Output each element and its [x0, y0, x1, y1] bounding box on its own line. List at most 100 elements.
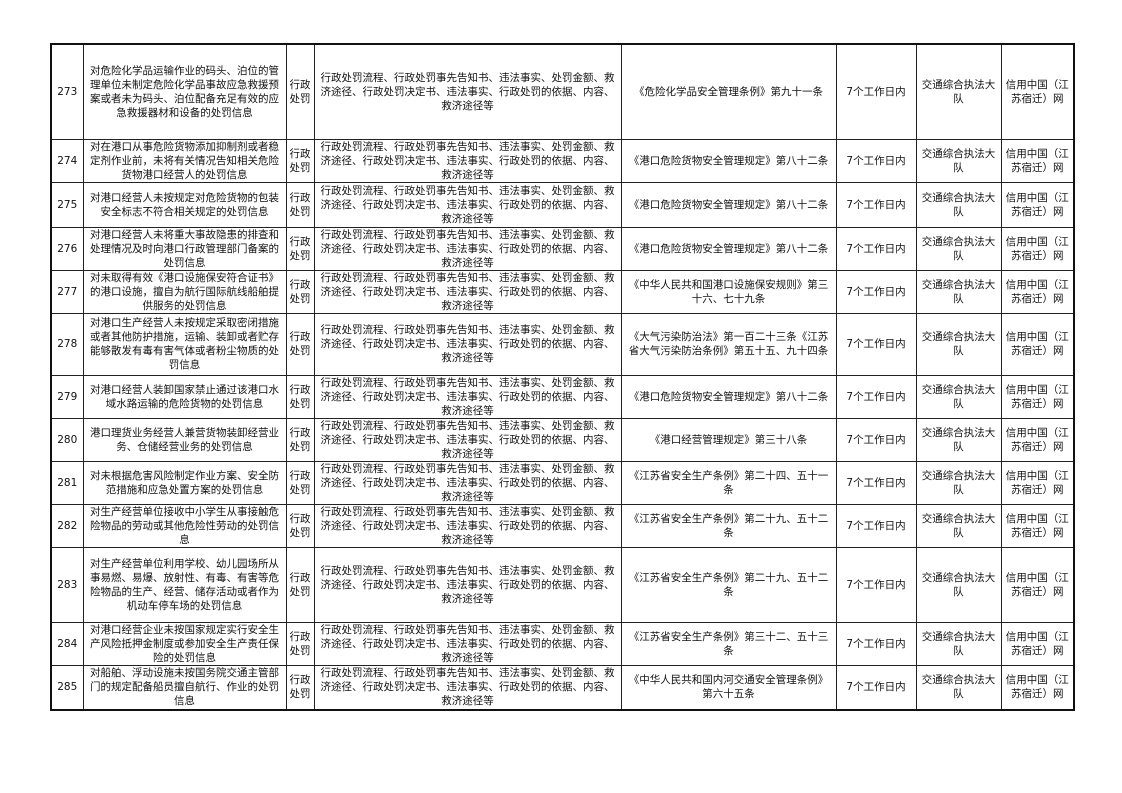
publication-channel: 信用中国（江苏宿迁）网 [1000, 417, 1075, 462]
row-number: 279 [50, 374, 84, 419]
disclosure-content: 行政处罚流程、行政处罚事先告知书、违法事实、处罚金额、救济途径、行政处罚决定书、… [313, 664, 622, 711]
row-number: 275 [50, 181, 84, 228]
disclosure-content: 行政处罚流程、行政处罚事先告知书、违法事实、处罚金额、救济途径、行政处罚决定书、… [313, 43, 622, 140]
legal-basis: 《港口危险货物安全管理规定》第八十二条 [620, 138, 837, 183]
penalty-type: 行政处罚 [285, 374, 315, 419]
item-description: 对港口经营人未按规定对危险货物的包装安全标志不符合相关规定的处罚信息 [82, 181, 287, 228]
legal-basis: 《港口危险货物安全管理规定》第八十二条 [620, 226, 837, 271]
penalty-type: 行政处罚 [285, 546, 315, 623]
row-number: 273 [50, 43, 84, 140]
time-limit: 7个工作日内 [835, 181, 917, 228]
row-number: 282 [50, 503, 84, 548]
table-row: 279 对港口经营人装卸国家禁止通过该港口水域水路运输的危险货物的处罚信息 行政处罚… [50, 374, 1075, 419]
disclosure-content: 行政处罚流程、行政处罚事先告知书、违法事实、处罚金额、救济途径、行政处罚决定书、… [313, 621, 622, 666]
table-row: 285 对船舶、浮动设施未按国务院交通主管部门的规定配备船员擅自航行、作业的处罚信… [50, 664, 1075, 711]
item-description: 对未取得有效《港口设施保安符合证书》的港口设施，擅自为航行国际航线船舶提供服务的… [82, 269, 287, 314]
penalty-type: 行政处罚 [285, 312, 315, 376]
table-row: 275 对港口经营人未按规定对危险货物的包装安全标志不符合相关规定的处罚信息 行政处… [50, 181, 1075, 228]
responsible-department: 交通综合执法大队 [915, 460, 1002, 505]
publication-channel: 信用中国（江苏宿迁）网 [1000, 181, 1075, 228]
row-number: 284 [50, 621, 84, 666]
publication-channel: 信用中国（江苏宿迁）网 [1000, 312, 1075, 376]
time-limit: 7个工作日内 [835, 138, 917, 183]
responsible-department: 交通综合执法大队 [915, 621, 1002, 666]
time-limit: 7个工作日内 [835, 269, 917, 314]
item-description: 对港口经营人装卸国家禁止通过该港口水域水路运输的危险货物的处罚信息 [82, 374, 287, 419]
time-limit: 7个工作日内 [835, 374, 917, 419]
legal-basis: 《江苏省安全生产条例》第二十九、五十二条 [620, 503, 837, 548]
row-number: 278 [50, 312, 84, 376]
responsible-department: 交通综合执法大队 [915, 417, 1002, 462]
responsible-department: 交通综合执法大队 [915, 546, 1002, 623]
legal-basis: 《中华人民共和国内河交通安全管理条例》第六十五条 [620, 664, 837, 711]
publication-channel: 信用中国（江苏宿迁）网 [1000, 503, 1075, 548]
disclosure-content: 行政处罚流程、行政处罚事先告知书、违法事实、处罚金额、救济途径、行政处罚决定书、… [313, 226, 622, 271]
responsible-department: 交通综合执法大队 [915, 503, 1002, 548]
responsible-department: 交通综合执法大队 [915, 181, 1002, 228]
publication-channel: 信用中国（江苏宿迁）网 [1000, 621, 1075, 666]
item-description: 对港口经营企业未按国家规定实行安全生产风险抵押金制度或参加安全生产责任保险的处罚… [82, 621, 287, 666]
publication-channel: 信用中国（江苏宿迁）网 [1000, 460, 1075, 505]
row-number: 276 [50, 226, 84, 271]
publication-channel: 信用中国（江苏宿迁）网 [1000, 226, 1075, 271]
legal-basis: 《江苏省安全生产条例》第三十二、五十三条 [620, 621, 837, 666]
penalty-type: 行政处罚 [285, 621, 315, 666]
table-row: 280 港口理货业务经营人兼营货物装卸经营业务、仓储经营业务的处罚信息 行政处罚 行政… [50, 417, 1075, 462]
disclosure-content: 行政处罚流程、行政处罚事先告知书、违法事实、处罚金额、救济途径、行政处罚决定书、… [313, 312, 622, 376]
table-row: 284 对港口经营企业未按国家规定实行安全生产风险抵押金制度或参加安全生产责任保险… [50, 621, 1075, 666]
item-description: 对在港口从事危险货物添加抑制剂或者稳定剂作业前，未将有关情况告知相关危险货物港口… [82, 138, 287, 183]
time-limit: 7个工作日内 [835, 226, 917, 271]
table-row: 273 对危险化学品运输作业的码头、泊位的管理单位未制定危险化学品事故应急救援预案… [50, 43, 1075, 140]
publication-channel: 信用中国（江苏宿迁）网 [1000, 138, 1075, 183]
disclosure-content: 行政处罚流程、行政处罚事先告知书、违法事实、处罚金额、救济途径、行政处罚决定书、… [313, 460, 622, 505]
legal-basis: 《港口危险货物安全管理规定》第八十二条 [620, 181, 837, 228]
time-limit: 7个工作日内 [835, 503, 917, 548]
item-description: 对船舶、浮动设施未按国务院交通主管部门的规定配备船员擅自航行、作业的处罚信息 [82, 664, 287, 711]
table-row: 274 对在港口从事危险货物添加抑制剂或者稳定剂作业前，未将有关情况告知相关危险货… [50, 138, 1075, 183]
disclosure-content: 行政处罚流程、行政处罚事先告知书、违法事实、处罚金额、救济途径、行政处罚决定书、… [313, 181, 622, 228]
table-row: 283 对生产经营单位利用学校、幼儿园场所从事易燃、易爆、放射性、有毒、有害等危险… [50, 546, 1075, 623]
responsible-department: 交通综合执法大队 [915, 138, 1002, 183]
legal-basis: 《大气污染防治法》第一百二十三条《江苏省大气污染防治条例》第五十五、九十四条 [620, 312, 837, 376]
time-limit: 7个工作日内 [835, 546, 917, 623]
publication-channel: 信用中国（江苏宿迁）网 [1000, 43, 1075, 140]
row-number: 281 [50, 460, 84, 505]
responsible-department: 交通综合执法大队 [915, 312, 1002, 376]
penalty-type: 行政处罚 [285, 503, 315, 548]
disclosure-content: 行政处罚流程、行政处罚事先告知书、违法事实、处罚金额、救济途径、行政处罚决定书、… [313, 503, 622, 548]
penalty-type: 行政处罚 [285, 269, 315, 314]
legal-basis: 《江苏省安全生产条例》第二十四、五十一条 [620, 460, 837, 505]
responsible-department: 交通综合执法大队 [915, 664, 1002, 711]
disclosure-content: 行政处罚流程、行政处罚事先告知书、违法事实、处罚金额、救济途径、行政处罚决定书、… [313, 546, 622, 623]
legal-basis: 《港口经营管理规定》第三十八条 [620, 417, 837, 462]
time-limit: 7个工作日内 [835, 621, 917, 666]
table-row: 282 对生产经营单位接收中小学生从事接触危险物品的劳动或其他危险性劳动的处罚信息… [50, 503, 1075, 548]
time-limit: 7个工作日内 [835, 664, 917, 711]
publication-channel: 信用中国（江苏宿迁）网 [1000, 269, 1075, 314]
time-limit: 7个工作日内 [835, 460, 917, 505]
responsible-department: 交通综合执法大队 [915, 226, 1002, 271]
penalty-type: 行政处罚 [285, 181, 315, 228]
item-description: 对港口生产经营人未按规定采取密闭措施或者其他防护措施，运输、装卸或者贮存能够散发… [82, 312, 287, 376]
item-description: 对生产经营单位利用学校、幼儿园场所从事易燃、易爆、放射性、有毒、有害等危险物品的… [82, 546, 287, 623]
table-row: 281 对未根据危害风险制定作业方案、安全防范措施和应急处置方案的处罚信息 行政处罚… [50, 460, 1075, 505]
penalty-type: 行政处罚 [285, 417, 315, 462]
row-number: 277 [50, 269, 84, 314]
penalty-type: 行政处罚 [285, 226, 315, 271]
item-description: 对生产经营单位接收中小学生从事接触危险物品的劳动或其他危险性劳动的处罚信息 [82, 503, 287, 548]
penalty-type: 行政处罚 [285, 43, 315, 140]
time-limit: 7个工作日内 [835, 312, 917, 376]
responsible-department: 交通综合执法大队 [915, 43, 1002, 140]
legal-basis: 《江苏省安全生产条例》第二十九、五十二条 [620, 546, 837, 623]
table-row: 278 对港口生产经营人未按规定采取密闭措施或者其他防护措施，运输、装卸或者贮存能… [50, 312, 1075, 376]
table-row: 277 对未取得有效《港口设施保安符合证书》的港口设施，擅自为航行国际航线船舶提供… [50, 269, 1075, 314]
time-limit: 7个工作日内 [835, 43, 917, 140]
penalty-type: 行政处罚 [285, 138, 315, 183]
disclosure-content: 行政处罚流程、行政处罚事先告知书、违法事实、处罚金额、救济途径、行政处罚决定书、… [313, 138, 622, 183]
table-row: 276 对港口经营人未将重大事故隐患的排查和处理情况及时向港口行政管理部门备案的处… [50, 226, 1075, 271]
responsible-department: 交通综合执法大队 [915, 269, 1002, 314]
item-description: 港口理货业务经营人兼营货物装卸经营业务、仓储经营业务的处罚信息 [82, 417, 287, 462]
disclosure-content: 行政处罚流程、行政处罚事先告知书、违法事实、处罚金额、救济途径、行政处罚决定书、… [313, 417, 622, 462]
item-description: 对港口经营人未将重大事故隐患的排查和处理情况及时向港口行政管理部门备案的处罚信息 [82, 226, 287, 271]
item-description: 对未根据危害风险制定作业方案、安全防范措施和应急处置方案的处罚信息 [82, 460, 287, 505]
